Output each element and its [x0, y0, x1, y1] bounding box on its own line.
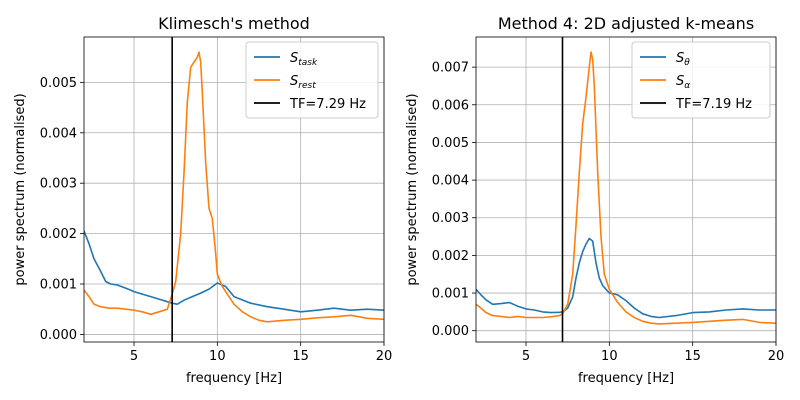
- legend-label-s-theta: Sθ: [676, 51, 690, 68]
- y-tick-label: 0.002: [432, 249, 469, 264]
- legend-label-s-rest: Srest: [290, 74, 316, 91]
- y-tick-label: 0.003: [40, 177, 77, 192]
- chart-panel-2: 5 10 15 20 0.000 0.001 0.002 0.003 0.004 0.005 0.0…: [405, 14, 784, 386]
- chart-title: Method 4: 2D adjusted k-means: [498, 14, 754, 33]
- y-axis-label: power spectrum (normalised): [405, 93, 420, 285]
- series-line-s-alpha: [476, 51, 776, 325]
- axes-frame: [83, 36, 385, 343]
- series-line-s-rest: [84, 51, 384, 323]
- legend-label-threshold: TF=7.19 Hz: [675, 97, 752, 112]
- x-tick-label: 10: [209, 349, 226, 364]
- x-tick-label: 20: [768, 349, 785, 364]
- legend-label-threshold: TF=7.29 Hz: [289, 97, 366, 112]
- y-tick-label: 0.005: [432, 136, 469, 151]
- legend-label-s-alpha: Sα: [676, 74, 690, 91]
- y-tick-label: 0.003: [432, 211, 469, 226]
- x-tick-label: 10: [601, 349, 618, 364]
- y-tick-label: 0.007: [432, 61, 469, 76]
- y-axis-label: power spectrum (normalised): [13, 93, 28, 285]
- y-tick-label: 0.000: [432, 324, 469, 339]
- legend: Sθ Sα TF=7.19 Hz: [631, 41, 771, 119]
- x-axis-label: frequency [Hz]: [578, 371, 674, 386]
- legend-box: [245, 41, 379, 119]
- y-tick-label: 0.004: [40, 126, 77, 141]
- x-tick-label: 15: [684, 349, 701, 364]
- x-axis-label: frequency [Hz]: [186, 371, 282, 386]
- y-tick-label: 0.006: [432, 98, 469, 113]
- axes-frame: [475, 36, 777, 343]
- y-tick-label: 0.000: [40, 328, 77, 343]
- x-tick-label: 15: [292, 349, 309, 364]
- x-tick-label: 5: [522, 349, 530, 364]
- chart-title: Klimesch's method: [158, 14, 310, 33]
- y-tick-label: 0.002: [40, 227, 77, 242]
- chart-panel-1: 5 10 15 20 0.000 0.001 0.002 0.003 0.004 0.005 Kli…: [13, 14, 392, 386]
- y-tick-label: 0.001: [432, 287, 469, 302]
- legend-label-s-task: Stask: [290, 51, 318, 68]
- series-line-s-task: [84, 230, 384, 313]
- x-tick-label: 20: [376, 349, 393, 364]
- x-tick-label: 5: [130, 349, 138, 364]
- series-line-s-theta: [476, 237, 776, 319]
- legend: Stask Srest TF=7.29 Hz: [245, 41, 379, 119]
- y-tick-label: 0.001: [40, 278, 77, 293]
- y-tick-label: 0.005: [40, 76, 77, 91]
- y-tick-label: 0.004: [432, 174, 469, 189]
- legend-box: [631, 41, 771, 119]
